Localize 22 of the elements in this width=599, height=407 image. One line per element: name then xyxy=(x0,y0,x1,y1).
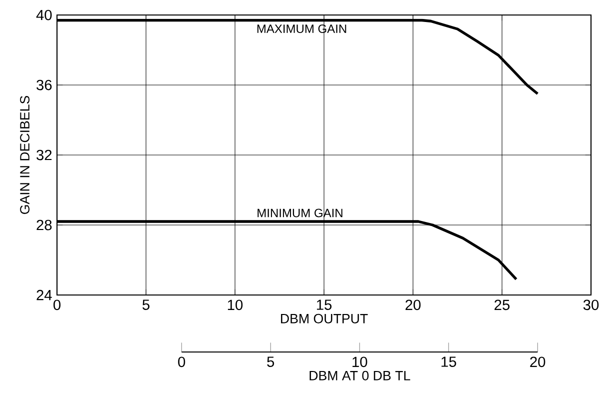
x2-tick-label: 20 xyxy=(530,356,546,368)
y-tick-label: 32 xyxy=(36,150,52,160)
x2-tick-label: 10 xyxy=(352,356,368,368)
x-axis-title: DBM OUTPUT xyxy=(281,314,368,324)
x-tick-label: 20 xyxy=(406,300,421,310)
y-tick-label: 28 xyxy=(36,220,52,230)
x2-tick-label: 15 xyxy=(442,356,456,367)
x2-tick-label: 5 xyxy=(267,356,274,367)
x2-axis-title: DBM AT 0 DB TL xyxy=(310,370,410,380)
x-tick-label: 0 xyxy=(53,300,60,310)
legend-label: MAXIMUM GAIN xyxy=(257,24,346,34)
x2-tick-label: 0 xyxy=(178,356,186,368)
x-tick-label: 15 xyxy=(316,300,332,310)
y-tick-label: 40 xyxy=(36,10,52,20)
series-label: MINIMUM GAIN xyxy=(258,208,342,218)
y-axis-title: GAIN IN DECIBELS xyxy=(20,96,30,214)
x-tick-label: 5 xyxy=(142,300,150,310)
x-tick-label: 30 xyxy=(583,300,599,310)
y-tick-label: 24 xyxy=(36,290,52,300)
y-tick-label: 36 xyxy=(36,80,52,90)
x-tick-label: 25 xyxy=(494,300,510,310)
x-tick-label: 10 xyxy=(228,300,243,310)
